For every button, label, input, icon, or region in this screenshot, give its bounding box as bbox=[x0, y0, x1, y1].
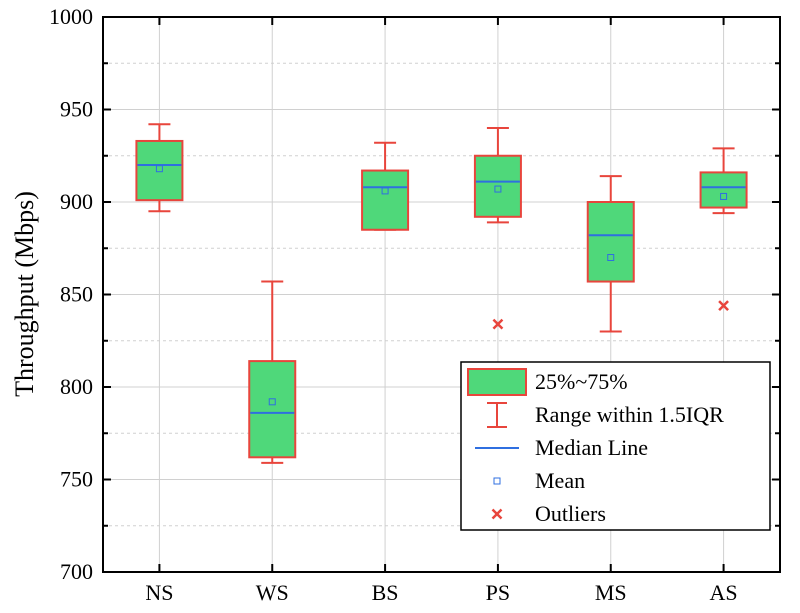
y-tick-label: 900 bbox=[60, 189, 93, 214]
legend: 25%~75% Range within 1.5IQR Median Line Mea… bbox=[460, 361, 771, 531]
mean-marker bbox=[381, 187, 389, 195]
legend-label: Range within 1.5IQR bbox=[535, 402, 724, 427]
iqr-box bbox=[361, 169, 410, 231]
legend-swatch-outlier bbox=[491, 508, 503, 520]
iqr-box bbox=[248, 360, 297, 459]
y-tick-label: 800 bbox=[60, 374, 93, 399]
y-tick-label: 950 bbox=[60, 97, 93, 122]
mean-marker bbox=[720, 192, 728, 200]
box-ms bbox=[586, 175, 635, 333]
legend-item-mean: Mean bbox=[493, 468, 585, 493]
box-ps bbox=[473, 127, 522, 330]
boxes bbox=[135, 123, 748, 464]
axes: 700 750 800 850 900 950 1000 NS WS BS PS MS AS bbox=[49, 4, 781, 605]
outlier-marker bbox=[718, 300, 729, 311]
x-tick-label: AS bbox=[710, 580, 738, 605]
mean-marker bbox=[607, 254, 615, 261]
legend-label: 25%~75% bbox=[535, 369, 628, 394]
box-ns bbox=[135, 123, 184, 213]
mean-marker bbox=[155, 165, 163, 173]
legend-item-outlier: Outliers bbox=[491, 501, 606, 526]
mean-marker bbox=[494, 185, 502, 193]
legend-item-median: Median Line bbox=[475, 435, 648, 460]
iqr-box bbox=[699, 171, 748, 209]
box-bs bbox=[361, 141, 410, 231]
legend-label: Outliers bbox=[535, 501, 606, 526]
y-tick-label: 700 bbox=[60, 559, 93, 584]
x-tick-label: MS bbox=[595, 580, 627, 605]
legend-label: Mean bbox=[535, 468, 585, 493]
y-axis-title: Throughput (Mbps) bbox=[10, 191, 39, 397]
legend-item-range: Range within 1.5IQR bbox=[487, 402, 724, 428]
x-tick-label: WS bbox=[256, 580, 289, 605]
y-tick-label: 750 bbox=[60, 467, 93, 492]
x-tick-label: PS bbox=[486, 580, 510, 605]
legend-item-box: 25%~75% bbox=[467, 368, 628, 396]
x-tick-label: BS bbox=[372, 580, 399, 605]
iqr-box bbox=[586, 201, 635, 283]
mean-marker bbox=[268, 398, 276, 406]
x-tick-label: NS bbox=[145, 580, 173, 605]
outlier-stroke bbox=[718, 300, 729, 311]
y-tick-label: 850 bbox=[60, 282, 93, 307]
box-ws bbox=[248, 280, 297, 464]
iqr-box bbox=[135, 139, 184, 202]
legend-swatch-mean bbox=[493, 477, 501, 485]
outlier-marker bbox=[492, 318, 504, 330]
outlier-stroke bbox=[492, 318, 504, 330]
box-as bbox=[699, 147, 748, 311]
y-tick-label: 1000 bbox=[49, 4, 93, 29]
legend-swatch-box bbox=[467, 368, 527, 396]
legend-label: Median Line bbox=[535, 435, 648, 460]
